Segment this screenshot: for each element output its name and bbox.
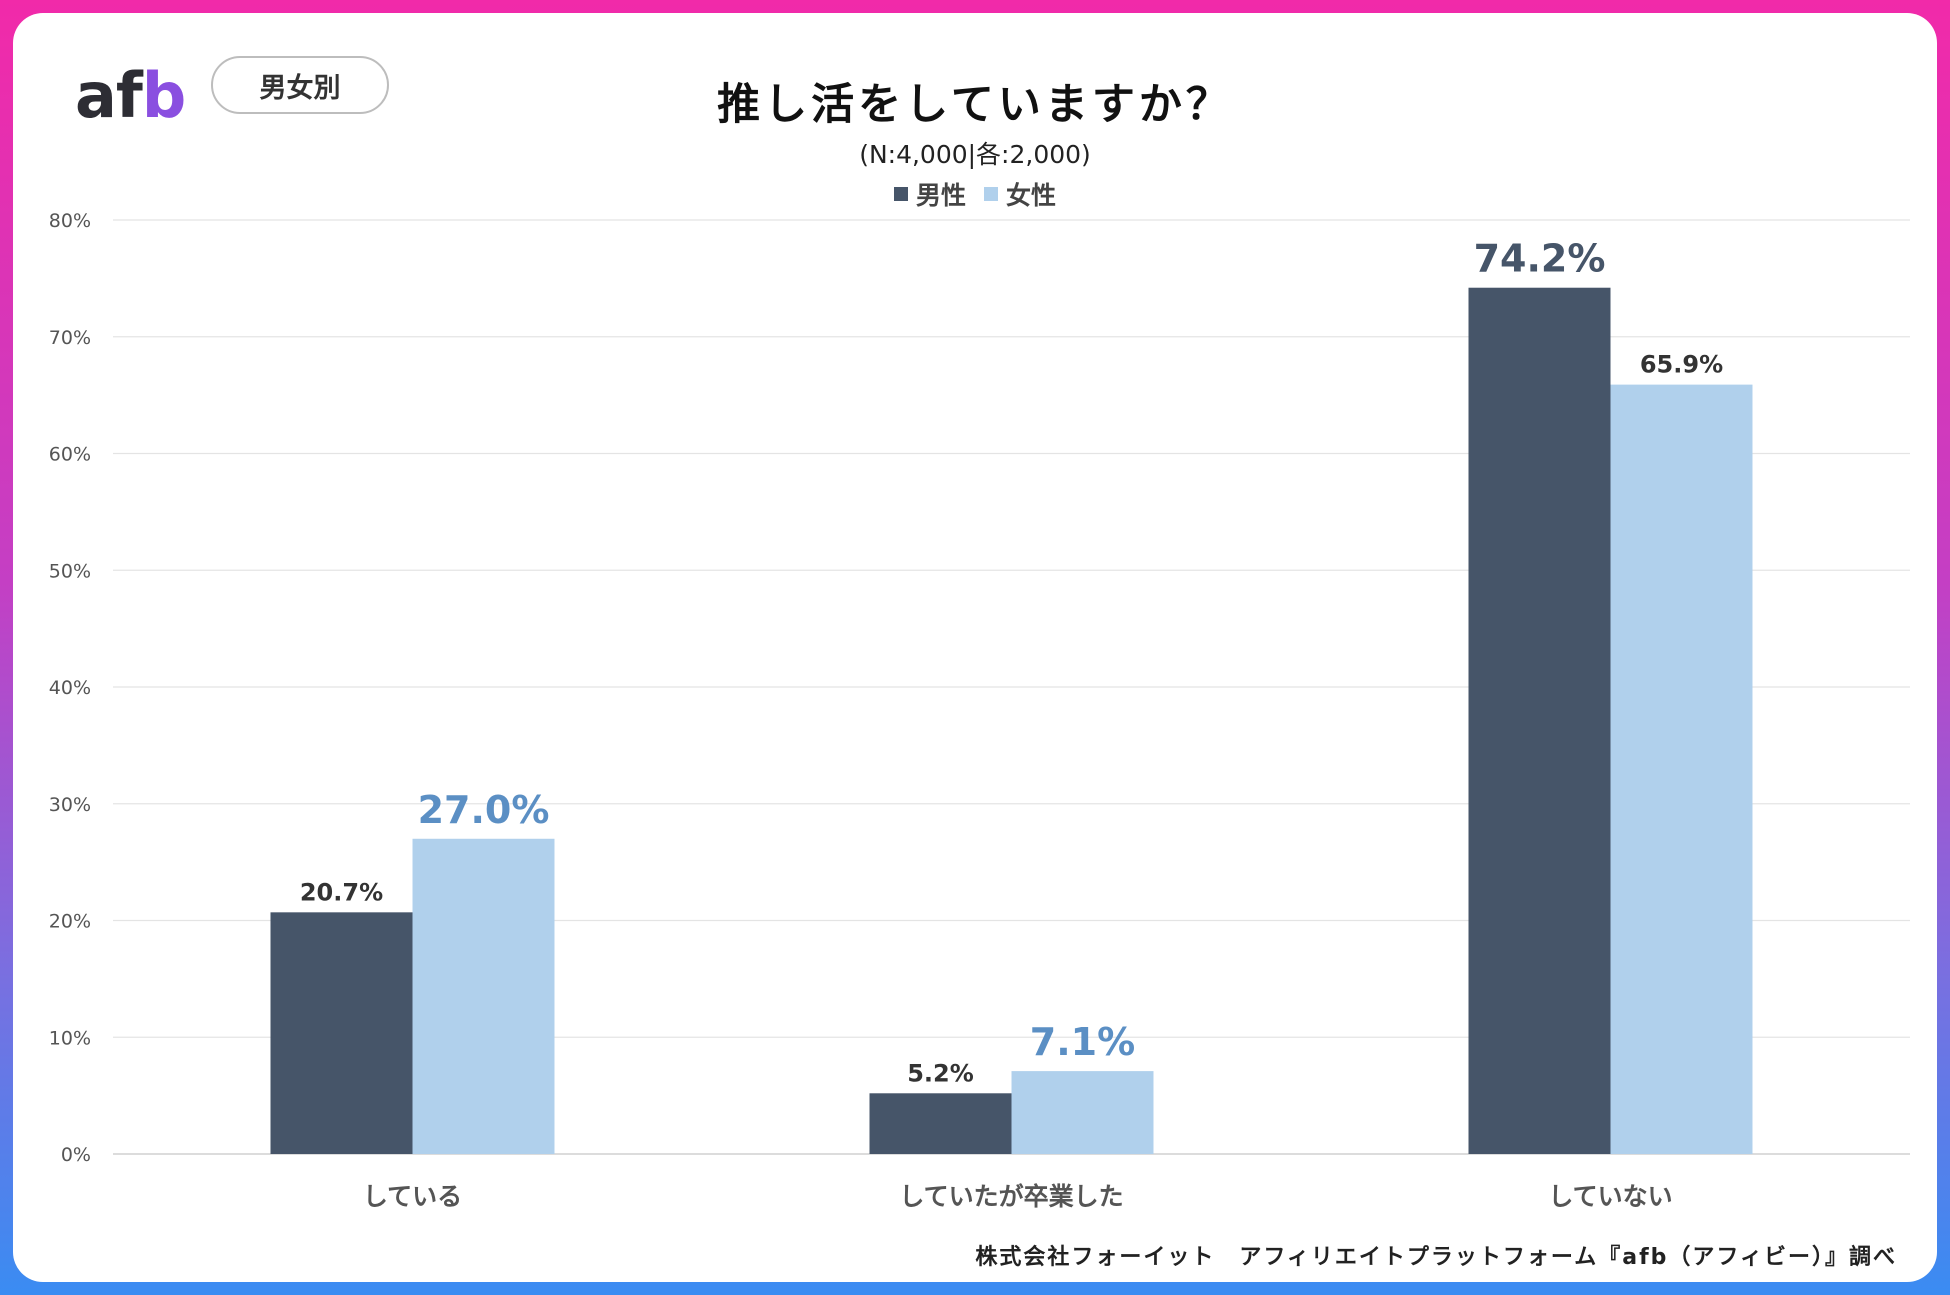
y-tick-label: 60% (49, 444, 91, 466)
y-tick-label: 30% (49, 794, 91, 816)
y-tick-label: 0% (61, 1144, 91, 1166)
data-label: 5.2% (907, 1059, 974, 1087)
source-credit: 株式会社フォーイット アフィリエイトプラットフォーム『afb（アフィビー）』調べ (975, 1245, 1897, 1270)
chart-legend: 男性 女性 (13, 176, 1937, 212)
y-tick-label: 80% (49, 210, 91, 232)
data-label: 7.1% (1030, 1020, 1135, 1064)
bar-female (1011, 1071, 1154, 1154)
y-tick-label: 50% (49, 560, 91, 582)
legend-swatch-female (984, 187, 998, 201)
x-category-label: していない (1548, 1182, 1672, 1211)
data-label: 20.7% (300, 878, 383, 906)
afb-logo: afb (75, 59, 186, 132)
bar-female (412, 838, 555, 1154)
bar-male (1468, 287, 1611, 1155)
y-tick-label: 20% (49, 911, 91, 933)
bar-female (1610, 384, 1753, 1154)
chart-title: 推し活をしていますか？ (717, 80, 1233, 130)
chart-card: afb 男女別 推し活をしていますか？ (N:4,000|各:2,000) 男性… (13, 13, 1937, 1282)
y-tick-label: 40% (49, 677, 91, 699)
y-tick-label: 10% (49, 1027, 91, 1049)
y-tick-label: 70% (49, 327, 91, 349)
legend-label-male: 男性 (915, 181, 966, 210)
data-label: 65.9% (1640, 351, 1723, 379)
legend-item-female: 女性 (984, 176, 1056, 212)
bar-male (270, 912, 413, 1154)
x-category-label: している (363, 1182, 462, 1211)
legend-label-female: 女性 (1006, 181, 1057, 210)
legend-swatch-male (893, 187, 908, 201)
filter-pill-gender[interactable]: 男女別 (211, 56, 389, 114)
data-label: 27.0% (418, 788, 550, 832)
legend-item-male: 男性 (893, 176, 966, 212)
data-label: 74.2% (1474, 237, 1606, 281)
bar-chart: 0% 10% 20% 30% 40% 50% 60% 70% 80% している 20.7% 27.0%… (49, 210, 1910, 1211)
bar-male (869, 1093, 1012, 1154)
x-category-label: していたが卒業した (899, 1182, 1123, 1211)
chart-subtitle: (N:4,000|各:2,000) (859, 140, 1091, 169)
